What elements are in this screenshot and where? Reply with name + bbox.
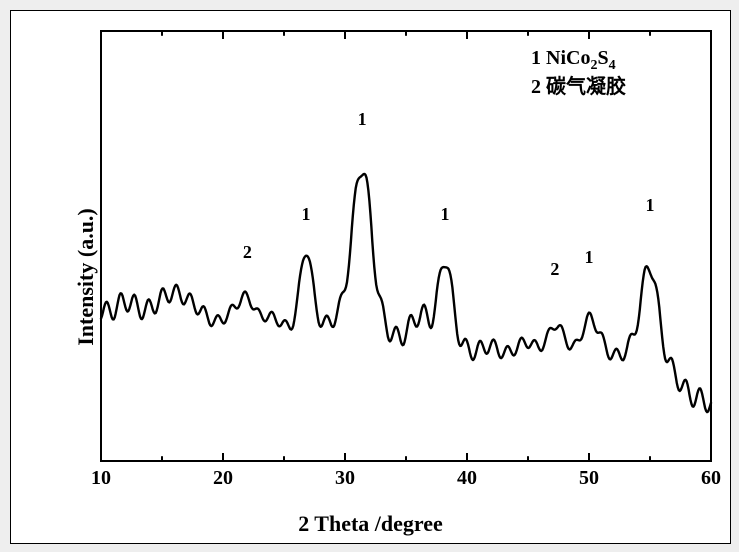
- peak-label: 1: [301, 204, 310, 225]
- x-tick-label: 60: [701, 467, 721, 490]
- legend-line-1: 1 NiCo2S4: [531, 46, 626, 75]
- x-tick-label: 10: [91, 467, 111, 490]
- x-tick-label: 50: [579, 467, 599, 490]
- x-tick-label: 40: [457, 467, 477, 490]
- x-axis-label: 2 Theta /degree: [298, 511, 443, 537]
- peak-label: 2: [550, 259, 559, 280]
- figure-panel: Intensity (a.u.) 2 Theta /degree 10 20 30 4…: [10, 10, 731, 544]
- x-tick-label: 20: [213, 467, 233, 490]
- y-axis-label: Intensity (a.u.): [73, 208, 99, 346]
- peak-label: 1: [585, 247, 594, 268]
- legend-line-2: 2 碳气凝胶: [531, 75, 626, 99]
- peak-label: 1: [358, 109, 367, 130]
- peak-label: 2: [243, 242, 252, 263]
- x-tick-label: 30: [335, 467, 355, 490]
- peak-label: 1: [646, 195, 655, 216]
- legend: 1 NiCo2S42 碳气凝胶: [531, 46, 626, 99]
- peak-label: 1: [441, 204, 450, 225]
